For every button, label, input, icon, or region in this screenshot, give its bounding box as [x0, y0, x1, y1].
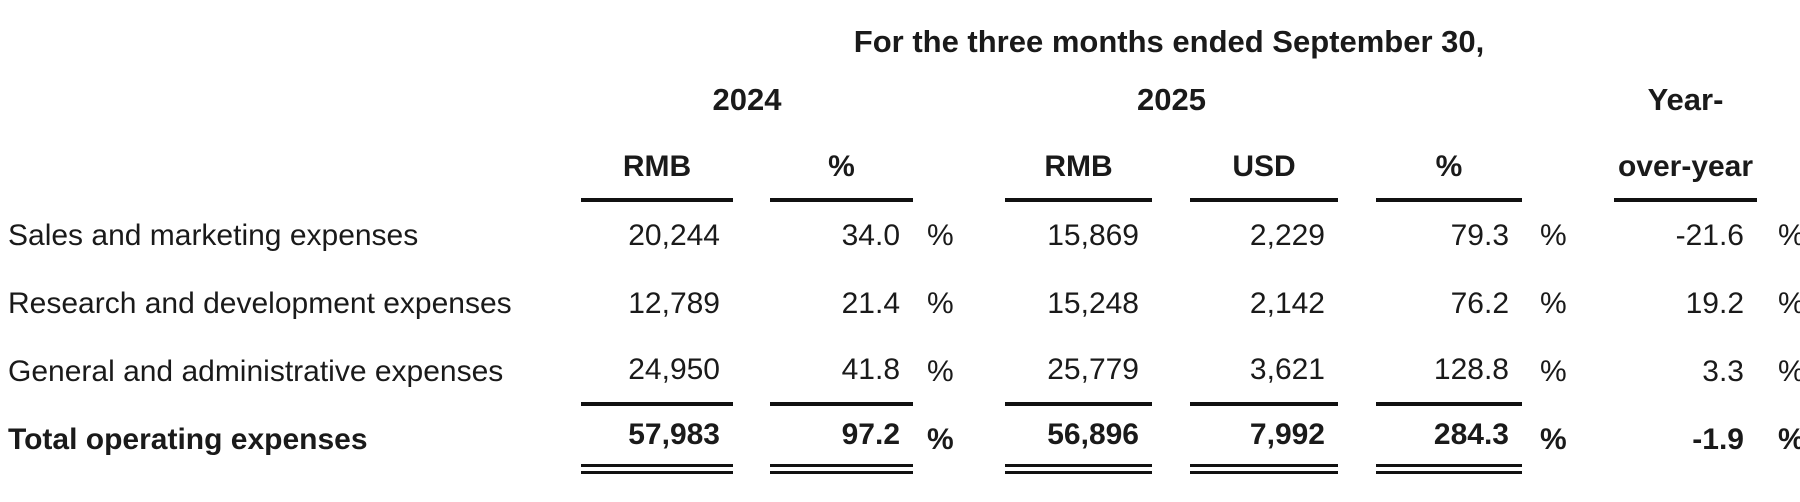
cell-rmb-2024: 24,950 — [581, 338, 733, 406]
column-header-rmb-2024: RMB — [581, 130, 733, 202]
column-header-pct-2025: % — [1376, 130, 1522, 202]
cell-pct-2024: 41.8 — [770, 338, 913, 406]
percent-sign: % — [927, 287, 954, 320]
row-label: General and administrative expenses — [8, 355, 504, 388]
total-row-label: Total operating expenses — [8, 423, 368, 456]
cell-year-over-year: -21.6 — [1675, 219, 1744, 252]
table-row-general-and-administrative: General and administrative expenses 24,9… — [0, 338, 1800, 406]
cell-pct-2025: 79.3 — [1450, 219, 1509, 252]
cell-pct-2025: 284.3 — [1376, 406, 1522, 474]
table-row-total-operating-expenses: Total operating expenses 57,983 97.2 % 5… — [0, 406, 1800, 474]
table-title-row: For the three months ended September 30, — [0, 0, 1800, 70]
cell-rmb-2024: 20,244 — [628, 219, 720, 252]
cell-pct-2025: 76.2 — [1450, 287, 1509, 320]
column-header-pct-2024: % — [770, 130, 913, 202]
table-row-sales-and-marketing: Sales and marketing expenses 20,244 34.0… — [0, 202, 1800, 270]
cell-usd-2025: 2,142 — [1249, 287, 1325, 320]
row-label: Research and development expenses — [8, 287, 512, 320]
table-row-research-and-development: Research and development expenses 12,789… — [0, 270, 1800, 338]
cell-pct-2024: 21.4 — [841, 287, 900, 320]
cell-pct-2024: 97.2 — [770, 406, 913, 474]
percent-sign: % — [1540, 423, 1567, 456]
percent-sign: % — [1757, 270, 1800, 338]
column-group-row: 2024 2025 Year- — [0, 70, 1800, 130]
column-header-rmb-2025: RMB — [1005, 130, 1152, 202]
cell-year-over-year: -1.9 — [1692, 423, 1744, 456]
percent-sign: % — [1540, 287, 1567, 320]
row-label: Sales and marketing expenses — [8, 219, 419, 252]
percent-sign: % — [1540, 355, 1567, 388]
percent-sign: % — [927, 219, 954, 252]
percent-sign: % — [1757, 406, 1800, 474]
cell-rmb-2025: 25,779 — [1005, 338, 1152, 406]
column-group-2025: 2025 — [1137, 82, 1206, 117]
cell-pct-2025: 128.8 — [1376, 338, 1522, 406]
percent-sign: % — [1540, 219, 1567, 252]
table-title: For the three months ended September 30, — [853, 24, 1485, 59]
column-header-year-over-year-line2: over-year — [1614, 130, 1757, 202]
column-group-2024: 2024 — [712, 82, 782, 117]
cell-rmb-2025: 15,869 — [1047, 219, 1139, 252]
percent-sign: % — [1757, 202, 1800, 270]
column-header-row: RMB % RMB USD % over-year — [0, 130, 1800, 202]
column-header-usd-2025: USD — [1190, 130, 1338, 202]
cell-rmb-2025: 56,896 — [1005, 406, 1152, 474]
cell-year-over-year: 19.2 — [1685, 287, 1744, 320]
percent-sign: % — [927, 423, 954, 456]
cell-pct-2024: 34.0 — [841, 219, 900, 252]
cell-usd-2025: 2,229 — [1249, 219, 1325, 252]
column-group-year-over-year-line1: Year- — [1647, 82, 1724, 117]
cell-usd-2025: 3,621 — [1190, 338, 1338, 406]
cell-year-over-year: 3.3 — [1702, 355, 1744, 388]
percent-sign: % — [927, 355, 954, 388]
percent-sign: % — [1757, 338, 1800, 406]
cell-rmb-2025: 15,248 — [1047, 287, 1139, 320]
cell-rmb-2024: 12,789 — [628, 287, 720, 320]
cell-usd-2025: 7,992 — [1190, 406, 1338, 474]
cell-rmb-2024: 57,983 — [581, 406, 733, 474]
